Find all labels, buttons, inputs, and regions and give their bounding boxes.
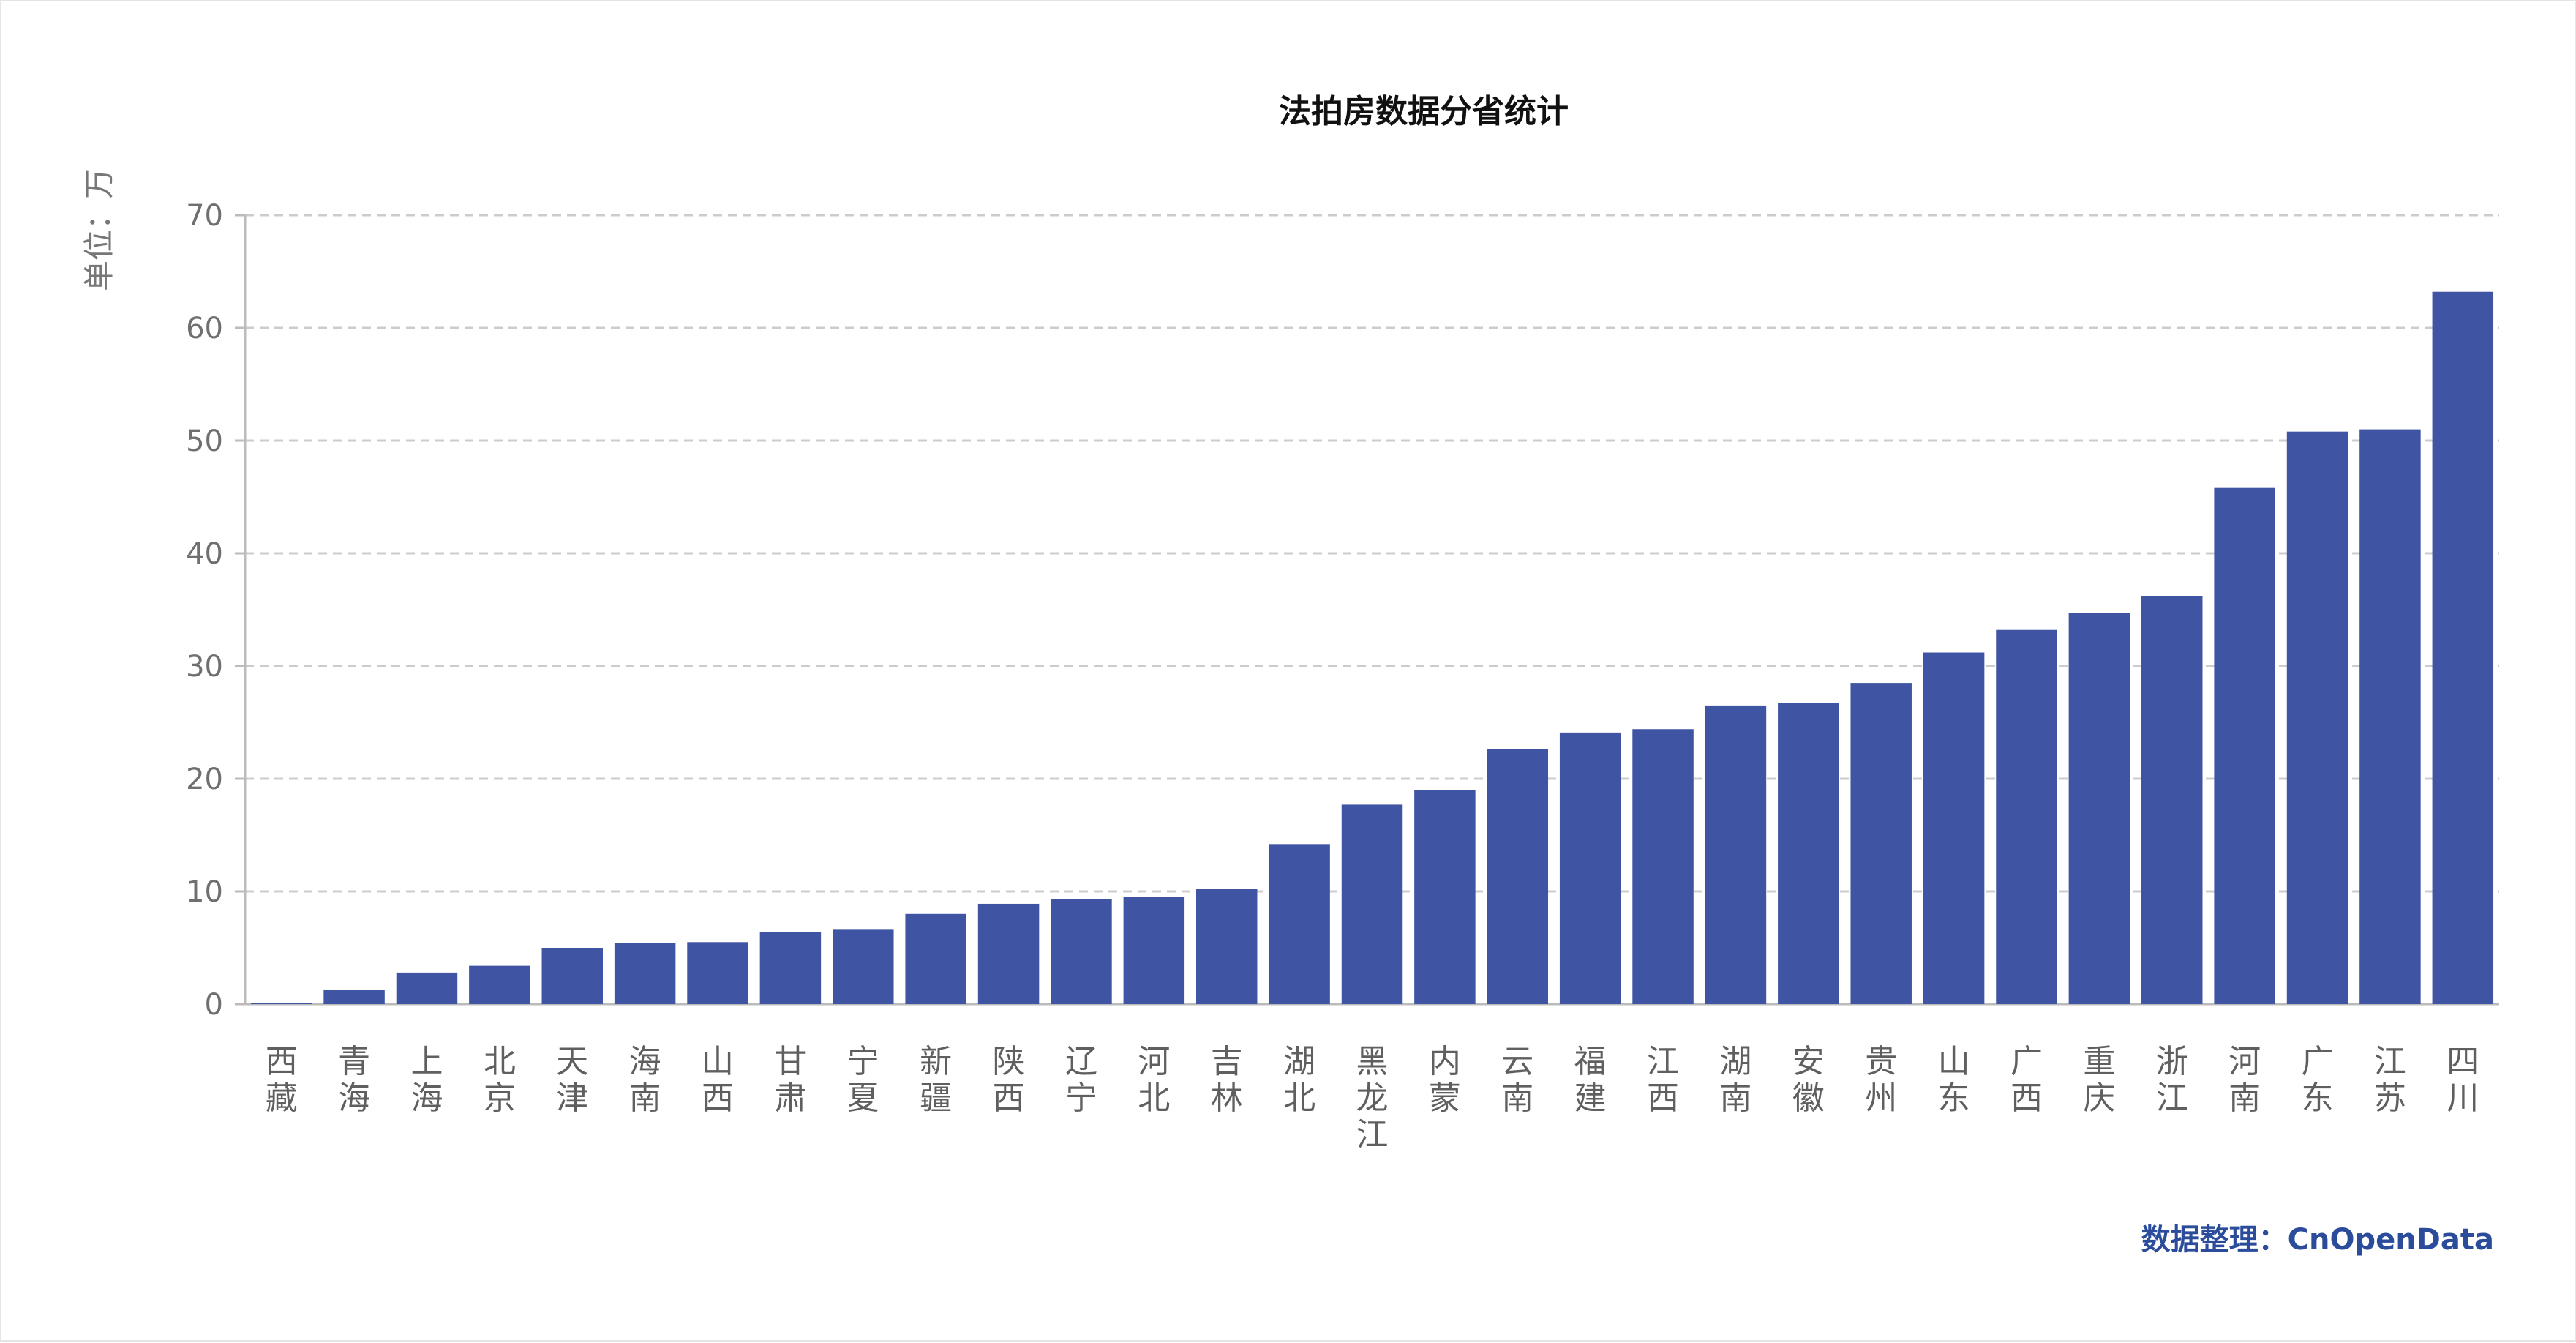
y-axis-unit-label: 单位：万 <box>81 168 117 291</box>
data-source-note: 数据整理：CnOpenData <box>2141 1223 2494 1257</box>
y-tick-label: 0 <box>205 988 223 1022</box>
bar <box>833 929 894 1004</box>
x-category-labels: 西藏青海上海北京天津海南山西甘肃宁夏新疆陕西辽宁河北吉林湖北黑龙江内蒙云南福建江… <box>266 1043 2479 1153</box>
bar <box>1850 683 1912 1004</box>
bar <box>1051 899 1112 1004</box>
bar <box>541 948 603 1004</box>
x-category-label: 福建 <box>1574 1043 1607 1117</box>
bar <box>759 932 822 1004</box>
y-tick-label: 10 <box>186 875 223 909</box>
x-category-label: 西藏 <box>266 1043 298 1117</box>
x-category-label: 甘肃 <box>774 1043 806 1117</box>
x-category-label: 山西 <box>702 1043 734 1117</box>
bar <box>905 913 966 1004</box>
x-category-label: 上海 <box>410 1043 443 1117</box>
bar <box>1996 629 2057 1004</box>
x-category-label: 海南 <box>629 1043 661 1117</box>
bars <box>250 291 2494 1005</box>
bar <box>1923 652 1985 1004</box>
x-category-label: 浙江 <box>2156 1043 2188 1117</box>
y-tick-label: 20 <box>186 763 223 796</box>
chart-title: 法拍房数据分省统计 <box>1279 93 1569 130</box>
bar <box>977 903 1040 1004</box>
x-category-label: 贵州 <box>1865 1043 1897 1117</box>
x-category-label: 黑龙江 <box>1356 1043 1389 1153</box>
bar <box>2286 431 2348 1004</box>
y-tick-label: 60 <box>186 312 223 345</box>
bar <box>1487 749 1549 1004</box>
x-category-label: 广东 <box>2302 1043 2334 1117</box>
bar <box>1341 804 1403 1004</box>
x-category-label: 安徽 <box>1792 1043 1825 1117</box>
bar <box>1632 729 1694 1004</box>
bar <box>687 942 748 1004</box>
x-category-label: 河北 <box>1138 1043 1170 1117</box>
x-category-label: 湖北 <box>1283 1043 1315 1117</box>
x-category-label: 天津 <box>556 1043 588 1117</box>
bar <box>2141 596 2203 1004</box>
y-tick-label: 40 <box>186 537 223 571</box>
x-category-label: 广西 <box>2010 1043 2043 1117</box>
x-category-label: 四川 <box>2447 1043 2479 1117</box>
x-category-label: 河南 <box>2228 1043 2261 1117</box>
y-tick-label: 50 <box>186 424 223 458</box>
x-category-label: 青海 <box>338 1043 370 1117</box>
bar <box>396 972 458 1004</box>
bar <box>1269 844 1330 1004</box>
bar <box>1705 705 1767 1004</box>
bar <box>1123 897 1185 1004</box>
x-category-label: 新疆 <box>920 1043 952 1117</box>
x-category-label: 北京 <box>484 1043 516 1117</box>
bar <box>2214 487 2275 1004</box>
y-tick-label: 30 <box>186 650 223 684</box>
bar <box>1195 889 1258 1004</box>
bar <box>2432 291 2494 1005</box>
x-category-label: 江西 <box>1647 1043 1679 1117</box>
bar <box>614 943 676 1004</box>
y-tick-label: 70 <box>186 199 223 233</box>
x-category-label: 重庆 <box>2083 1043 2115 1117</box>
y-tick-labels: 0 10 20 30 40 50 60 70 <box>186 199 223 1022</box>
x-category-label: 湖南 <box>1719 1043 1751 1117</box>
x-category-label: 吉林 <box>1211 1043 1243 1117</box>
bar <box>2359 429 2421 1004</box>
bar <box>2068 613 2130 1004</box>
x-category-label: 云南 <box>1501 1043 1533 1117</box>
x-category-label: 内蒙 <box>1429 1043 1461 1117</box>
x-category-label: 山东 <box>1938 1043 1970 1117</box>
bar <box>1778 703 1839 1004</box>
bar <box>1414 790 1476 1004</box>
x-category-label: 陕西 <box>993 1043 1025 1117</box>
x-category-label: 宁夏 <box>847 1043 879 1117</box>
x-category-label: 江苏 <box>2374 1043 2406 1117</box>
x-category-label: 辽宁 <box>1065 1043 1097 1117</box>
bar <box>250 1003 312 1004</box>
bar <box>1559 732 1621 1004</box>
bar <box>469 965 530 1004</box>
bar <box>323 989 385 1004</box>
